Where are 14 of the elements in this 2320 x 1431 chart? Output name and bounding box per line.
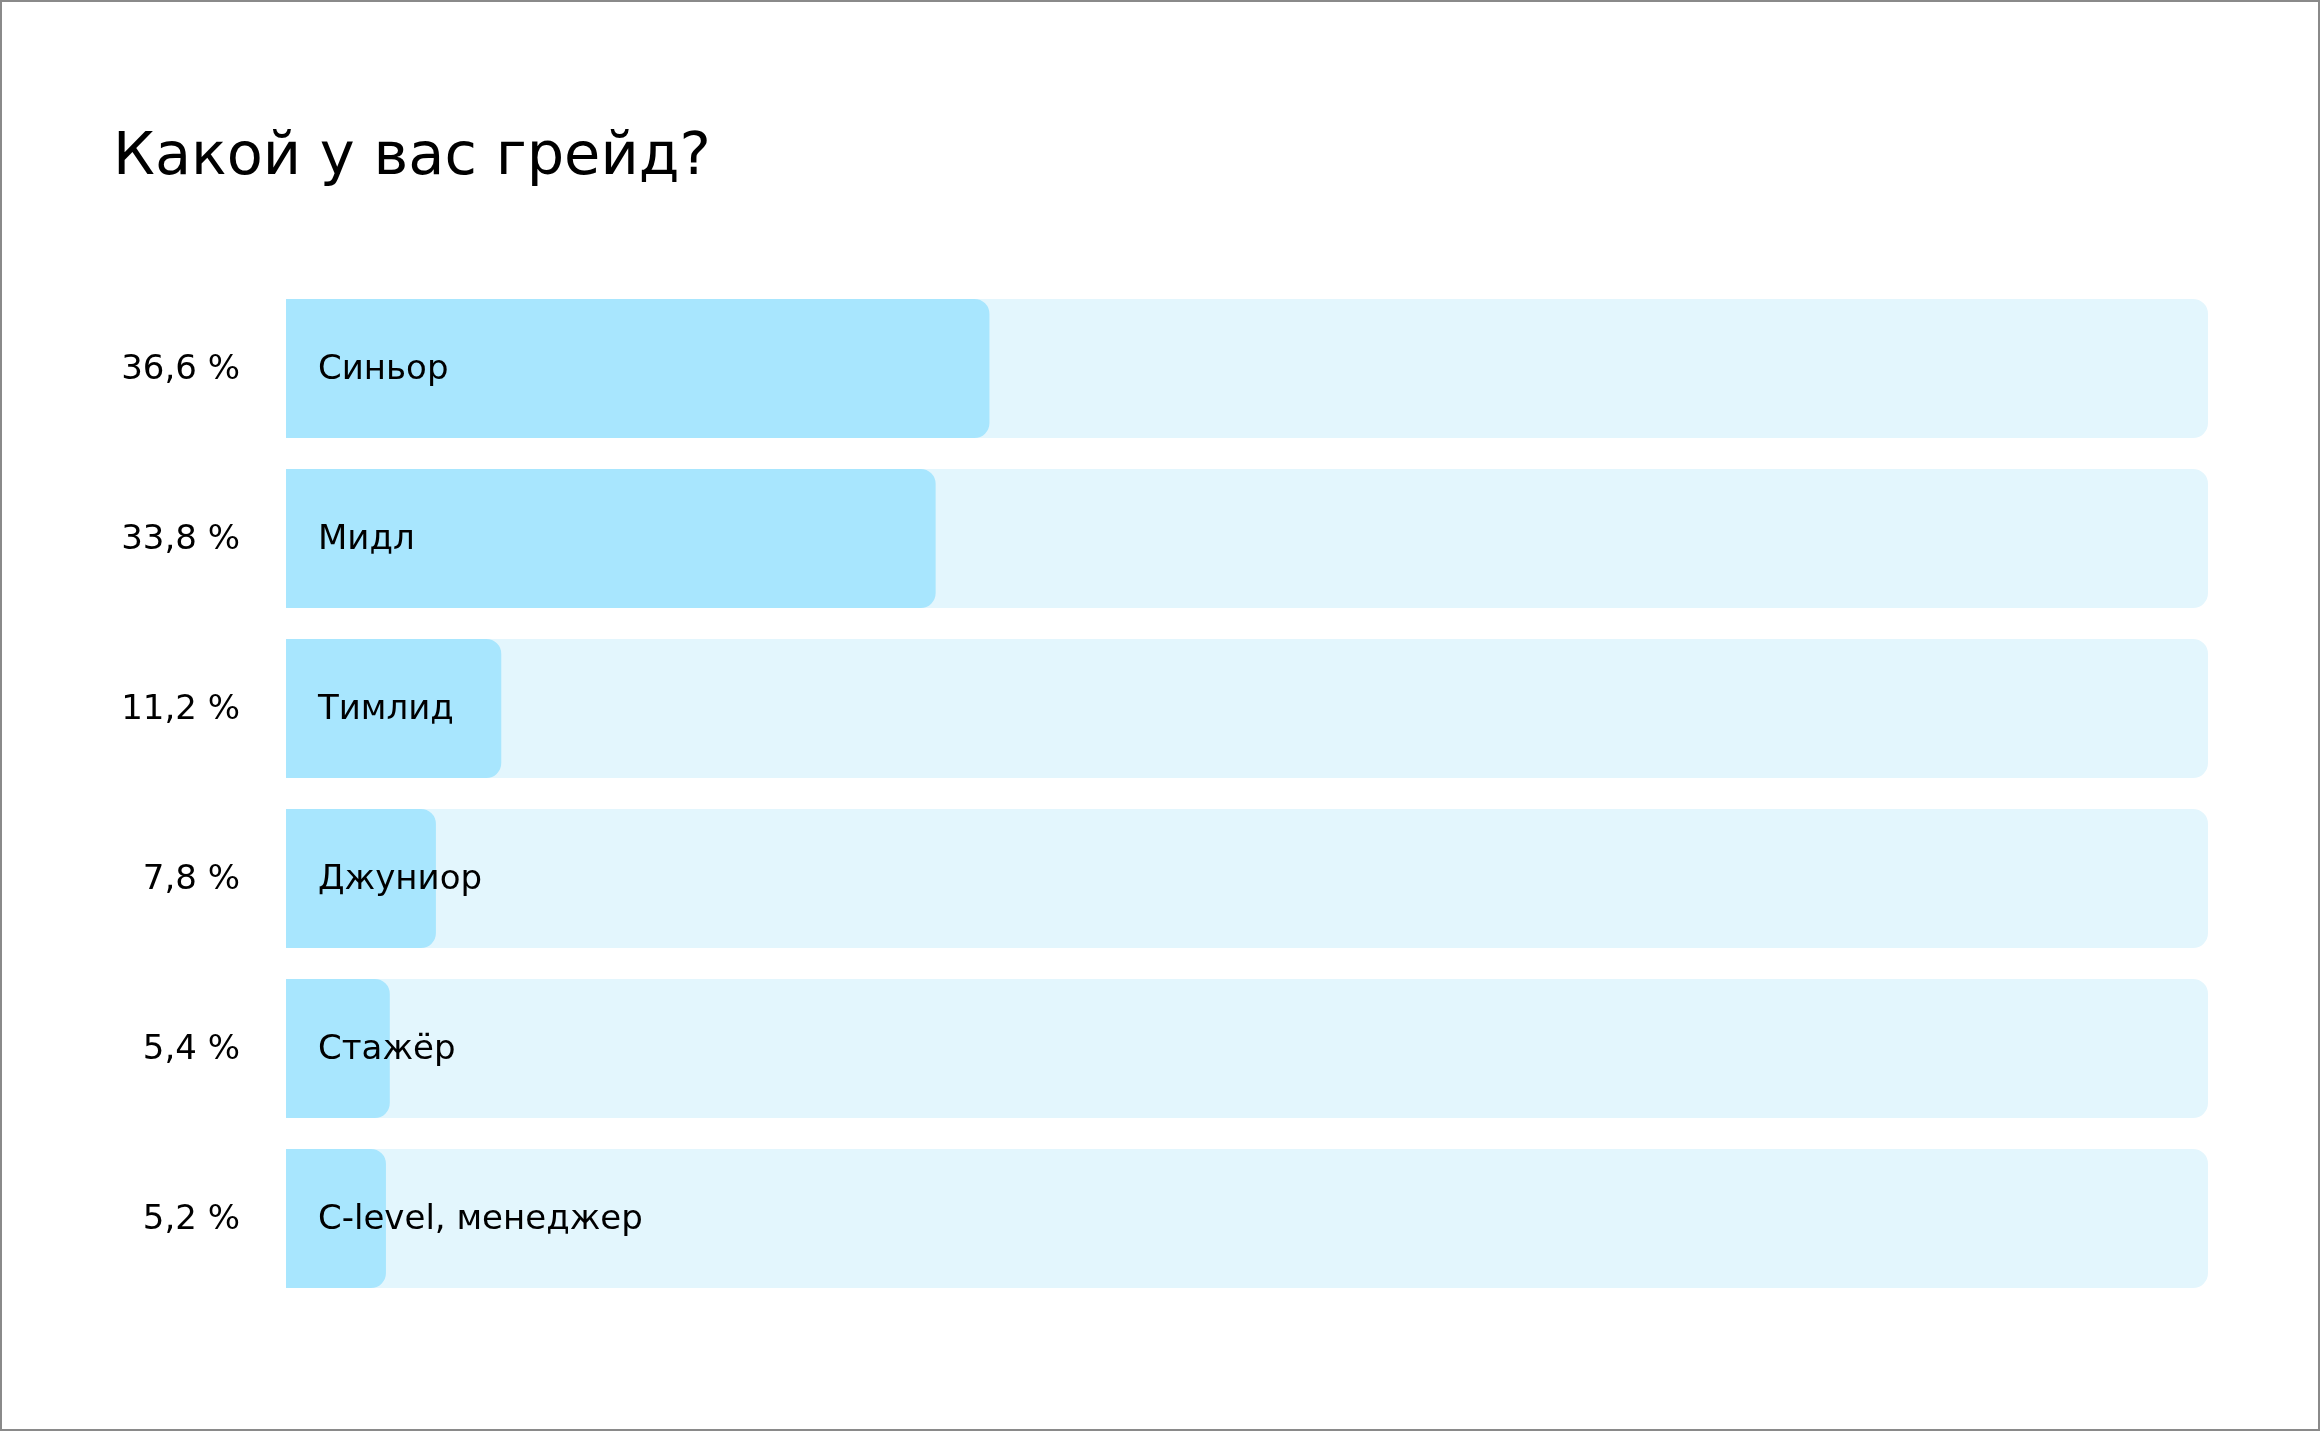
bar (286, 638, 502, 779)
y-tick-label: Тимлид (317, 687, 454, 728)
y-tick-label: Синьор (318, 347, 449, 388)
data-label: 5,2 % (142, 1197, 240, 1238)
y-tick-label: Стажёр (318, 1027, 456, 1068)
data-label: 36,6 % (121, 347, 240, 388)
data-label: 33,8 % (121, 517, 240, 558)
chart-title: Какой у вас грейд? (113, 119, 711, 188)
y-tick-label: C-level, менеджер (318, 1197, 643, 1238)
data-label: 7,8 % (142, 857, 240, 898)
data-label: 11,2 % (121, 687, 240, 728)
data-label: 5,4 % (142, 1027, 240, 1068)
y-tick-label: Мидл (318, 517, 415, 558)
y-tick-label: Джуниор (318, 857, 483, 898)
